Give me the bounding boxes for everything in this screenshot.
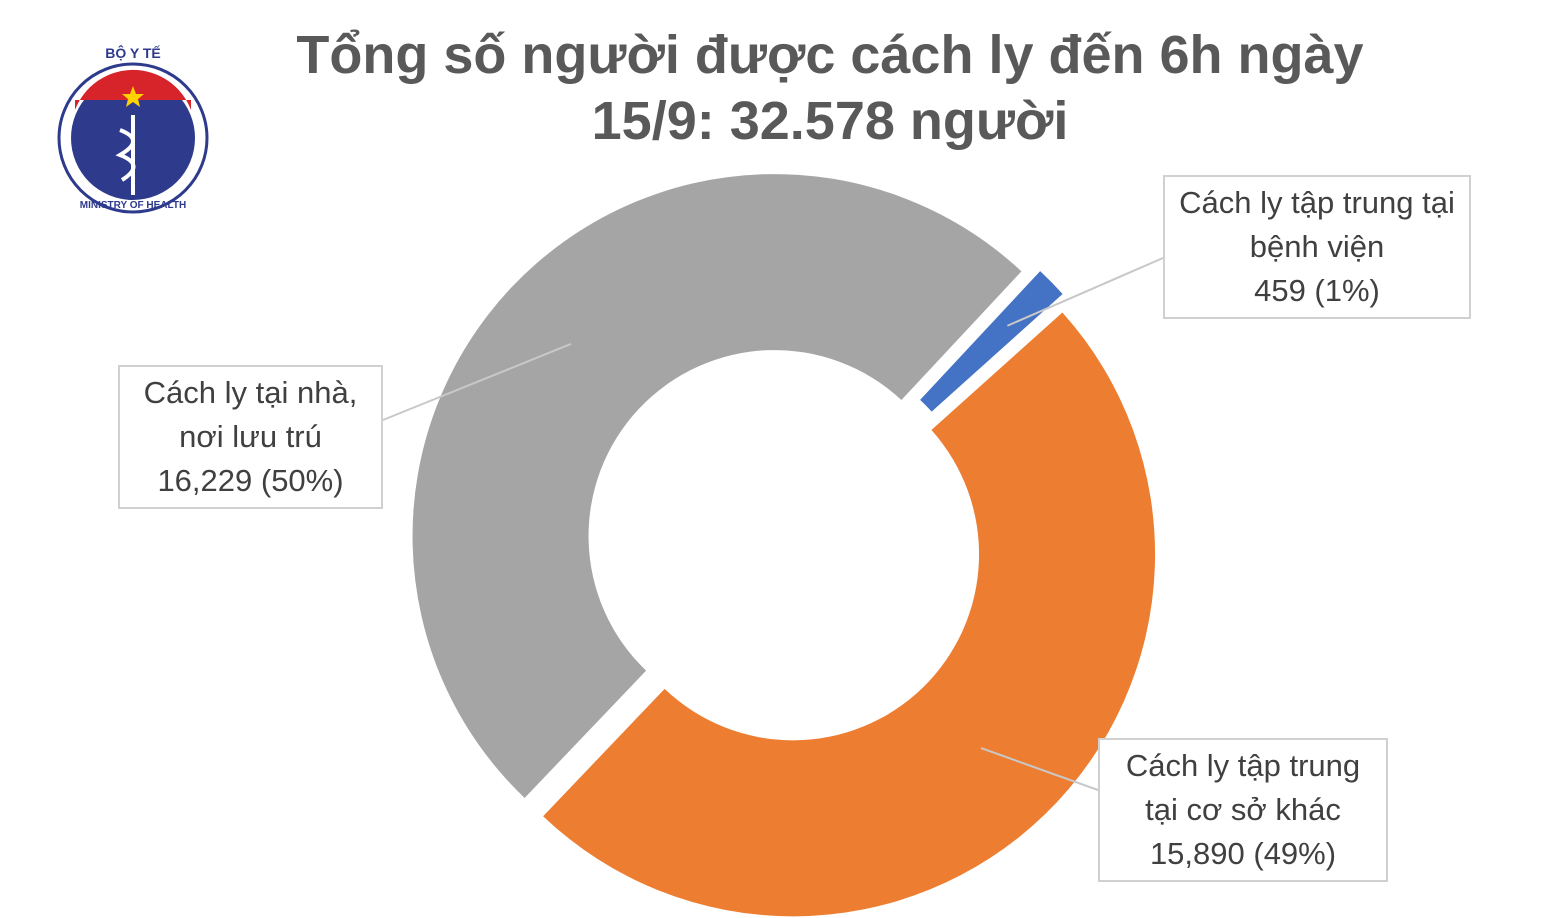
value-label: 15,890 (49%) xyxy=(1149,836,1337,871)
value-label: 16,229 (50%) xyxy=(157,463,344,498)
donut-slice xyxy=(543,312,1156,917)
category-label: Cách ly tập trung tại cơ sở khác xyxy=(1125,748,1361,827)
logo: BỘ Y TẾ MINISTRY OF HEALTH xyxy=(57,44,209,214)
data-label-box: Cách ly tập trung tại bệnh viện 459 (1%) xyxy=(1163,175,1471,319)
category-label: Cách ly tập trung tại bệnh viện xyxy=(1179,185,1455,264)
leader-line xyxy=(382,343,572,421)
leader-line xyxy=(1006,257,1164,327)
donut-slice xyxy=(412,174,1022,798)
data-label-box: Cách ly tập trung tại cơ sở khác 15,890 (… xyxy=(1098,738,1388,882)
chart-title: Tổng số người được cách ly đến 6h ngày 1… xyxy=(296,25,1364,151)
category-label: Cách ly tại nhà, nơi lưu trú xyxy=(143,375,358,454)
data-label-box: Cách ly tại nhà, nơi lưu trú 16,229 (50%) xyxy=(118,365,383,509)
logo-top: BỘ Y TẾ xyxy=(105,44,161,61)
logo-bottom: MINISTRY OF HEALTH xyxy=(80,200,186,211)
leader-line xyxy=(980,747,1099,791)
donut-slice xyxy=(920,271,1063,412)
value-label: 459 (1%) xyxy=(1254,273,1380,308)
